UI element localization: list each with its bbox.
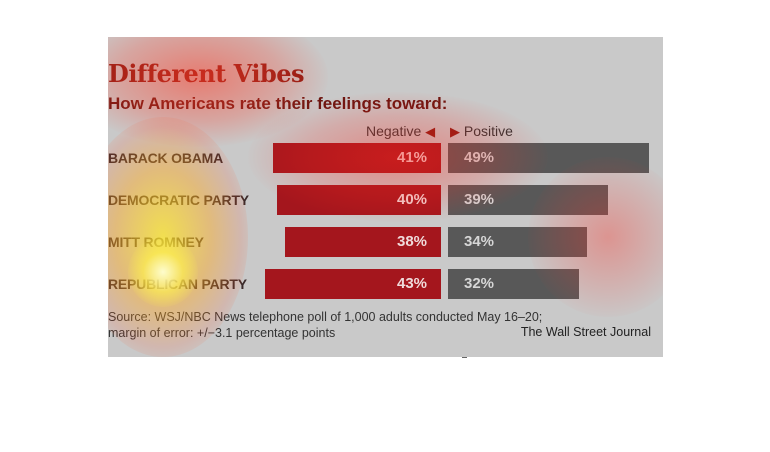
bar-positive-mitt-romney [448,227,588,257]
bar-positive-value-label: 49% [464,149,495,166]
category-label-mitt-romney: MITT ROMNEY [108,234,204,250]
bar-positive-value-label: 34% [464,233,495,250]
category-label-democratic-party: DEMOCRATIC PARTY [108,192,249,208]
legend-positive-label: Positive [463,123,513,139]
source-line-1: Source: WSJ/NBC News telephone poll of 1… [108,310,543,324]
bar-negative-value-label: 40% [397,191,428,208]
bar-negative-value-label: 43% [397,275,428,292]
bar-positive-democratic-party [448,185,608,215]
bar-negative-value-label: 38% [397,233,428,250]
bar-positive-value-label: 32% [464,275,495,292]
heatmap-glow-title [108,37,328,147]
source-note: Source: WSJ/NBC News telephone poll of 1… [108,309,542,341]
right-arrow-icon: ▶ [450,124,460,139]
bar-positive-republican-party [448,269,580,299]
legend-negative: Negative ◀ [366,123,435,140]
bar-positive-barack-obama [448,143,649,173]
chart-figure: Different Vibes How Americans rate their… [108,37,663,357]
credit-label: The Wall Street Journal [520,325,651,339]
bar-negative-value-label: 41% [397,149,428,166]
chart-title: Different Vibes [108,59,305,88]
legend-negative-label: Negative [366,123,422,139]
bar-negative-republican-party [264,269,441,299]
chart-subtitle: How Americans rate their feelings toward… [108,94,448,113]
bar-positive-value-label: 39% [464,191,495,208]
source-line-2: margin of error: +/−3.1 percentage point… [108,326,336,340]
bar-negative-barack-obama [272,143,441,173]
category-label-barack-obama: BARACK OBAMA [108,150,224,166]
bar-negative-democratic-party [277,185,441,215]
stray-mark [462,357,467,358]
bar-negative-mitt-romney [285,227,441,257]
left-arrow-icon: ◀ [425,124,436,139]
category-label-republican-party: REPUBLICAN PARTY [108,276,247,292]
legend-positive: ▶ Positive [450,123,513,140]
